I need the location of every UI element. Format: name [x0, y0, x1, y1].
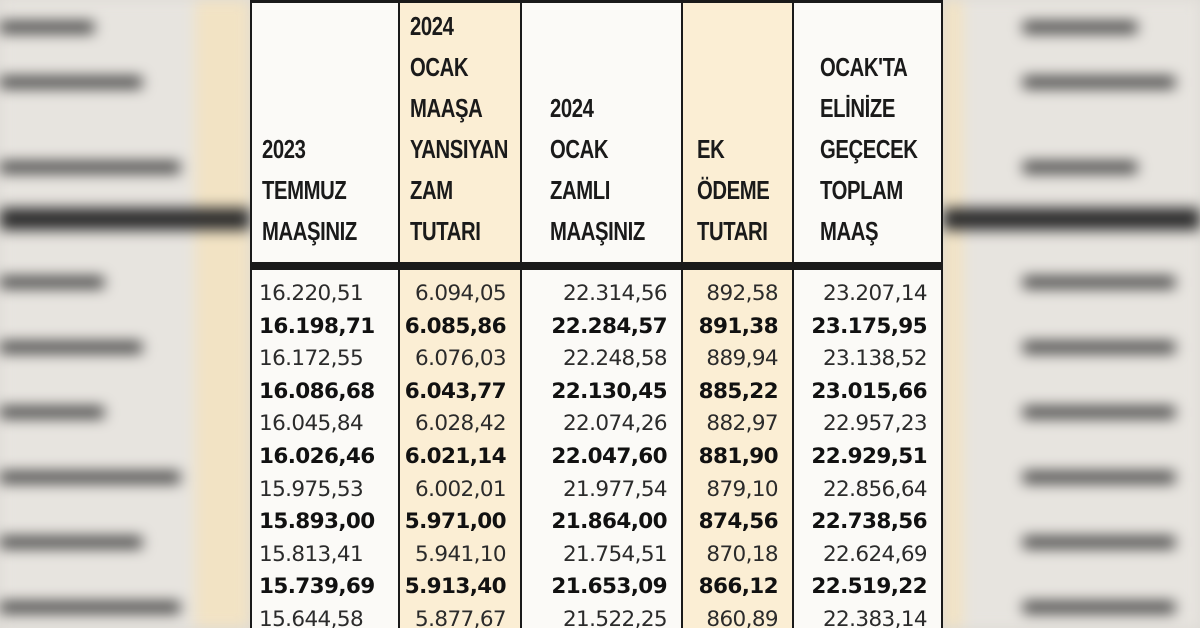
table-cell: 22.284,57 [551, 313, 667, 339]
table-cell: 889,94 [706, 346, 778, 372]
column-header: 2024 OCAK ZAMLI MAAŞINIZ [550, 93, 645, 246]
table-cell: 6.094,05 [415, 281, 507, 306]
table-top-rule [252, 0, 941, 3]
table-cell: 21.864,00 [551, 509, 667, 535]
blurred-background-right: ▬▬▬ ▬▬▬▬ ▬▬▬ ▬▬▬▬ ▬▬▬▬ ▬▬▬▬ ▬▬▬▬ ▬▬▬▬ ▬▬… [943, 0, 1200, 628]
table-cell: 870,18 [706, 541, 778, 567]
table-cell: 866,12 [698, 574, 779, 600]
column-header: 2024 OCAK MAAŞA YANSIYAN ZAM TUTARI [410, 11, 508, 246]
table-cell: 15.893,00 [259, 509, 375, 535]
table-cell: 16.045,84 [259, 411, 364, 437]
salary-table: 2023 TEMMUZ MAAŞINIZ 16.220,51 16.198,71 1… [250, 0, 943, 628]
table-cell: 885,22 [698, 378, 779, 404]
table-cell: 22.383,14 [822, 606, 928, 628]
column-total-salary: OCAK'TA ELİNİZE GEÇECEK TOPLAM MAAŞ 23.2… [792, 0, 941, 628]
table-cell: 22.929,51 [811, 443, 927, 469]
table-cell: 22.130,45 [551, 378, 667, 404]
table-cell: 16.026,46 [259, 443, 375, 469]
table-cell: 23.207,14 [822, 281, 928, 306]
table-cell: 15.813,41 [259, 541, 364, 567]
table-cell: 22.248,58 [562, 346, 668, 372]
column-cells: 23.207,14 23.175,95 23.138,52 23.015,66 22.9… [794, 278, 941, 628]
table-cell: 22.074,26 [562, 411, 668, 437]
header-rule [252, 262, 941, 270]
table-cell: 16.220,51 [259, 281, 364, 306]
table-cell: 21.653,09 [551, 574, 667, 600]
table-cell: 21.977,54 [562, 476, 668, 502]
table-cell: 882,97 [706, 411, 778, 437]
table-cell: 5.877,67 [415, 606, 507, 628]
table-cell: 6.076,03 [415, 346, 507, 372]
table-cell: 892,58 [706, 281, 778, 306]
table-cell: 23.175,95 [811, 313, 927, 339]
table-cell: 6.085,86 [404, 313, 507, 339]
table-cell: 16.086,68 [259, 378, 375, 404]
table-cell: 21.522,25 [562, 606, 668, 628]
table-cell: 16.172,55 [259, 346, 364, 372]
table-cell: 15.975,53 [259, 476, 364, 502]
column-raise-amount: 2024 OCAK MAAŞA YANSIYAN ZAM TUTARI 6.09… [398, 0, 520, 628]
table-cell: 15.739,69 [259, 574, 375, 600]
table-cell: 5.941,10 [415, 541, 507, 567]
table-cell: 15.644,58 [259, 606, 364, 628]
table-cell: 22.519,22 [811, 574, 927, 600]
table-cell: 23.138,52 [822, 346, 928, 372]
blurred-tint-stripe [195, 0, 250, 628]
column-july-salary: 2023 TEMMUZ MAAŞINIZ 16.220,51 16.198,71 1… [252, 0, 398, 628]
column-cells: 892,58 891,38 889,94 885,22 882,97 881,90 879,… [683, 278, 792, 628]
table-cell: 5.971,00 [404, 509, 507, 535]
column-extra-payment: EK ÖDEME TUTARI 892,58 891,38 889,94 885,22… [681, 0, 792, 628]
table-cell: 23.015,66 [811, 378, 927, 404]
column-cells: 22.314,56 22.284,57 22.248,58 22.130,45 22.0… [522, 278, 681, 628]
table-cell: 6.043,77 [404, 378, 507, 404]
table-cell: 879,10 [706, 476, 778, 502]
table-cell: 22.047,60 [551, 443, 667, 469]
column-header: EK ÖDEME TUTARI [697, 134, 770, 246]
column-cells: 6.094,05 6.085,86 6.076,03 6.043,77 6.028,42… [400, 278, 520, 628]
table-cell: 6.028,42 [415, 411, 507, 437]
table-cell: 22.957,23 [822, 411, 928, 437]
table-cell: 22.738,56 [811, 509, 927, 535]
table-cell: 22.624,69 [822, 541, 928, 567]
blurred-header-rule [943, 208, 1200, 230]
column-new-salary: 2024 OCAK ZAMLI MAAŞINIZ 22.314,56 22.284… [520, 0, 681, 628]
table-cell: 5.913,40 [404, 574, 507, 600]
table-cell: 6.021,14 [404, 443, 507, 469]
column-header: 2023 TEMMUZ MAAŞINIZ [262, 134, 357, 246]
table-cell: 22.314,56 [562, 281, 668, 306]
table-cell: 860,89 [706, 606, 778, 628]
table-cell: 874,56 [698, 509, 779, 535]
column-cells: 16.220,51 16.198,71 16.172,55 16.086,68 16.0… [252, 278, 398, 628]
column-header: OCAK'TA ELİNİZE GEÇECEK TOPLAM MAAŞ [820, 52, 918, 246]
table-cell: 891,38 [698, 313, 779, 339]
blurred-background-left: ▬▬ ▬ ▬▬▬ ▬ ▬▬▬▬ ▬ ▬▬ ▬ ▬▬▬ ▬ ▬▬ ▬ ▬▬▬▬ ▬ ▬▬▬ ▬ ▬… [0, 0, 250, 628]
table-cell: 21.754,51 [562, 541, 668, 567]
table-cell: 22.856,64 [822, 476, 928, 502]
blurred-header-rule [0, 208, 250, 230]
table-cell: 16.198,71 [259, 313, 375, 339]
table-cell: 881,90 [698, 443, 779, 469]
table-cell: 6.002,01 [415, 476, 507, 502]
blurred-tint-stripe [943, 0, 963, 628]
